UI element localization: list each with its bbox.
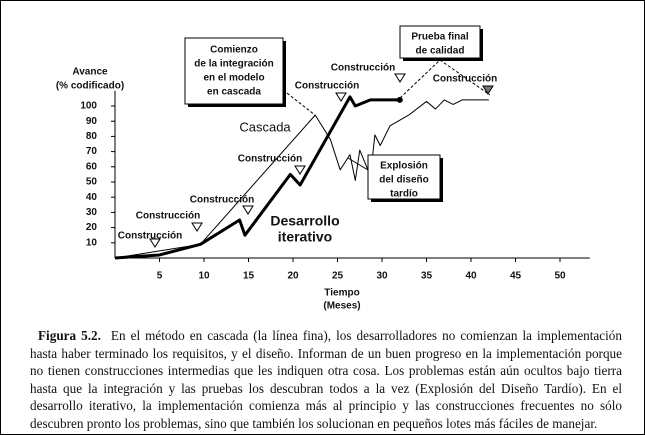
milestone-label: Construcción [295,81,359,92]
milestone-marker [191,222,203,232]
milestone-marker [394,73,406,83]
x-tick-label: 45 [510,271,522,282]
caption-label: Figura 5.2. [38,328,101,343]
milestone-label: Construcción [118,231,182,242]
callout-text: tardío [390,189,418,200]
x-tick-label: 40 [465,271,477,282]
milestone-marker [335,92,347,102]
x-axis-label: Tiempo [324,288,359,299]
y-tick-label: 80 [86,131,98,142]
milestone-marker [242,205,254,215]
y-tick-label: 100 [80,101,97,112]
end-point [396,96,403,103]
callout-text: de calidad [416,46,465,57]
x-tick-label: 5 [157,271,163,282]
x-tick-label: 15 [243,271,255,282]
series-line [114,95,400,260]
x-tick-label: 50 [554,271,566,282]
x-axis-label: (Meses) [323,301,360,312]
milestone-label: Construcción [433,74,497,85]
y-axis-label: (% codificado) [56,81,124,92]
x-tick-label: 30 [376,271,388,282]
callout-box [367,154,441,200]
milestone-marker [482,85,494,95]
milestone-marker [149,238,161,248]
y-tick-label: 70 [86,146,98,157]
y-tick-label: 30 [86,207,98,218]
series-label: Desarrollo [270,213,339,229]
y-tick-label: 50 [86,177,98,188]
caption: Figura 5.2. En el método en cascada (la l… [30,327,622,432]
series-line [114,99,489,259]
callout-text: Comienzo [210,45,258,56]
callout-box [399,25,481,59]
leader [347,157,369,171]
y-tick-label: 40 [86,192,98,203]
leader [282,89,316,116]
chart: 10 20 30 40 50 60 70 80 90 100 5 10 15 20 25 30 35 40 45 50… [56,25,590,312]
milestone-label: Construcción [238,154,302,165]
milestone-label: Construcción [136,211,200,222]
x-tick-label: 10 [198,271,210,282]
y-tick-label: 10 [86,237,98,248]
callout-box [184,37,284,105]
callout-text: de la integración [194,59,273,70]
series-label: iterativo [278,229,332,245]
y-tick-label: 90 [86,116,98,127]
callout-text: del diseño [379,175,428,186]
x-tick-label: 20 [287,271,299,282]
callout-text: en cascada [207,87,261,98]
milestone-label: Construcción [190,195,254,206]
milestone-marker [294,165,306,175]
milestone-label: Construcción [331,63,395,74]
series-label: Cascada [239,119,291,134]
x-tick-label: 25 [332,271,344,282]
callout-text: Explosión [380,161,428,172]
caption-text: En el método en cascada (la línea fina),… [30,328,622,431]
callout-text: en el modelo [203,73,264,84]
callout-text: Prueba final [411,32,468,43]
y-axis-label: Avance [72,67,108,78]
y-tick-label: 60 [86,161,98,172]
x-tick-label: 35 [421,271,433,282]
y-tick-label: 20 [86,222,98,233]
